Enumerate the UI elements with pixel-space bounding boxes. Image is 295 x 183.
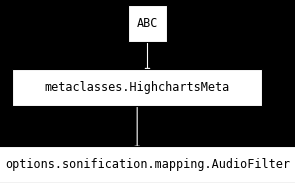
Text: metaclasses.HighchartsMeta: metaclasses.HighchartsMeta [45,81,230,94]
FancyBboxPatch shape [128,5,167,42]
Text: options.sonification.mapping.AudioFilter: options.sonification.mapping.AudioFilter [5,158,290,171]
FancyBboxPatch shape [0,146,295,183]
Text: ABC: ABC [137,17,158,30]
FancyBboxPatch shape [12,69,262,106]
